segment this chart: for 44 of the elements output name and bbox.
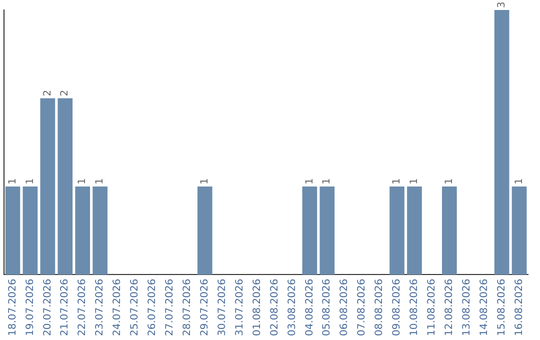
x-tick-label: 10.08.2026 (409, 278, 420, 336)
x-tick-label: 14.08.2026 (478, 278, 490, 336)
x-tick-label: 04.08.2026 (304, 278, 316, 336)
x-tick-label: 30.07.2026 (216, 278, 228, 336)
data-label: 1 (94, 178, 106, 184)
x-tick-label: 09.08.2026 (392, 278, 403, 336)
x-tick-label: 20.07.2026 (42, 278, 54, 336)
x-tick-label: 13.08.2026 (461, 278, 472, 336)
x-tick-label: 11.08.2026 (426, 278, 438, 336)
data-label: 3 (496, 2, 508, 8)
x-tick-label: 26.07.2026 (147, 278, 158, 336)
data-label: 2 (42, 90, 54, 96)
x-tick-label: 15.08.2026 (496, 278, 508, 336)
x-tick-label: 31.07.2026 (234, 278, 246, 336)
x-tick-label: 18.07.2026 (7, 278, 18, 336)
x-tick-label: 29.07.2026 (199, 278, 210, 336)
data-label: 1 (304, 178, 316, 184)
x-tick-label: 21.07.2026 (60, 278, 71, 336)
x-tick-label: 05.08.2026 (322, 278, 333, 336)
x-tick-label: 08.08.2026 (374, 278, 386, 336)
data-label: 2 (60, 90, 71, 96)
x-tick-label: 03.08.2026 (286, 278, 298, 336)
x-tick-label: 16.08.2026 (514, 278, 525, 336)
x-tick-label: 01.08.2026 (252, 278, 263, 336)
x-tick-label: 06.08.2026 (339, 278, 350, 336)
data-label: 1 (77, 178, 88, 184)
data-label: 1 (322, 178, 333, 184)
x-tick-label: 23.07.2026 (94, 278, 106, 336)
x-tick-label: 24.07.2026 (112, 278, 124, 336)
x-tick-label: 25.07.2026 (130, 278, 141, 336)
data-label: 1 (514, 178, 525, 184)
x-tick-label: 28.07.2026 (182, 278, 193, 336)
x-tick-label: 07.08.2026 (356, 278, 368, 336)
x-tick-label: 12.08.2026 (444, 278, 455, 336)
data-label: 1 (392, 178, 403, 184)
data-label: 1 (444, 178, 455, 184)
x-tick-label: 27.07.2026 (164, 278, 176, 336)
data-label: 1 (24, 178, 36, 184)
x-tick-label: 02.08.2026 (269, 278, 280, 336)
x-tick-label: 22.07.2026 (77, 278, 88, 336)
data-label: 1 (7, 178, 18, 184)
data-label: 1 (409, 178, 420, 184)
x-tick-label: 19.07.2026 (24, 278, 36, 336)
data-label: 1 (199, 178, 210, 184)
